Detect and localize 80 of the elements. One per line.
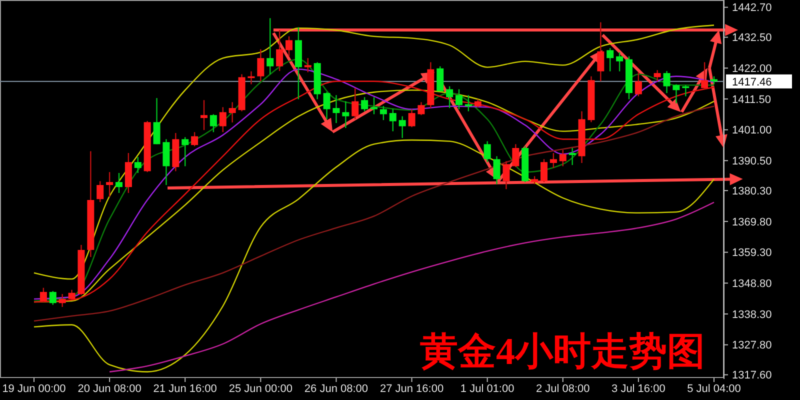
candlestick [153,97,160,145]
candlestick [493,156,500,185]
candlestick [219,106,226,133]
ref-line-label: 1417.46 [732,76,772,88]
line-series [108,202,715,372]
y-tick-label: 1390.50 [732,155,772,168]
candlestick [512,144,520,168]
candlestick [352,87,359,120]
y-tick-label: 1338.30 [732,308,772,321]
x-tick-label: 20 Jun 08:00 [78,383,142,395]
candlestick [182,136,189,167]
candlestick [332,94,340,124]
candlestick [672,84,680,104]
candlestick [257,48,264,82]
x-tick-label: 5 Jul 04:00 [687,383,741,395]
candlestick [559,149,566,167]
y-tick-label: 1317.60 [732,370,772,382]
candlestick [286,36,292,57]
candlestick [550,152,557,169]
candlestick [370,96,378,115]
line-series [33,106,715,322]
y-tick-label: 1348.80 [732,278,772,290]
candlestick [134,156,142,174]
candlestick [210,114,217,133]
candlestick [361,96,368,112]
y-tick-label: 1327.80 [732,340,772,352]
y-tick-label: 1401.00 [732,124,772,137]
candlestick [58,293,66,308]
candlestick [116,172,122,194]
candlestick [408,108,416,128]
candlestick [276,30,284,72]
candlestick [200,100,208,131]
candlestick [389,108,396,132]
candlestick [597,22,604,82]
x-tick-label: 26 Jun 08:00 [304,383,368,395]
candlestick [304,58,312,73]
x-tick-label: 1 Jul 01:00 [460,383,514,395]
candlestick [398,116,406,139]
candlestick [568,147,576,166]
x-tick-label: 3 Jul 16:00 [612,383,666,395]
x-tick-label: 21 Jun 16:00 [153,383,217,395]
candlestick [634,72,642,97]
candlestick [502,160,510,190]
candlestick [323,92,330,120]
x-tick-label: 2 Jul 08:00 [536,383,590,395]
candlestick [106,171,114,198]
x-tick-label: 25 Jun 00:00 [228,383,292,395]
candlestick [446,86,454,109]
candlestick [342,100,350,129]
y-tick-label: 1422.00 [732,62,772,75]
candlestick [418,102,425,116]
candlestick [380,105,387,121]
candlestick [40,287,47,303]
line-series [33,139,715,372]
candlestick [654,70,661,82]
candlestick [96,180,104,203]
y-tick-label: 1369.80 [732,216,772,228]
candlestick [456,88,462,110]
candlestick [464,94,472,112]
candlestick [663,70,670,94]
candlestick [266,18,274,75]
y-tick-label: 1442.70 [732,2,772,14]
candlestick [616,52,624,72]
x-tick-label: 19 Jun 00:00 [2,383,66,395]
line-series [33,24,715,280]
y-tick-label: 1411.50 [732,94,771,106]
candlestick [68,289,76,300]
candlestick [228,102,236,124]
candlestick [436,66,444,92]
candlestick [191,132,198,147]
y-tick-label: 1359.30 [732,247,772,260]
candlestick [540,158,548,183]
x-tick-label: 27 Jun 16:00 [380,383,444,395]
y-tick-label: 1432.50 [732,32,772,44]
candlestick [606,48,614,72]
candlestick [701,62,708,90]
candlestick [49,290,56,306]
candlestick [484,140,491,163]
y-tick-label: 1380.30 [732,185,772,198]
text: 黄金4小时走势图 [420,331,705,373]
